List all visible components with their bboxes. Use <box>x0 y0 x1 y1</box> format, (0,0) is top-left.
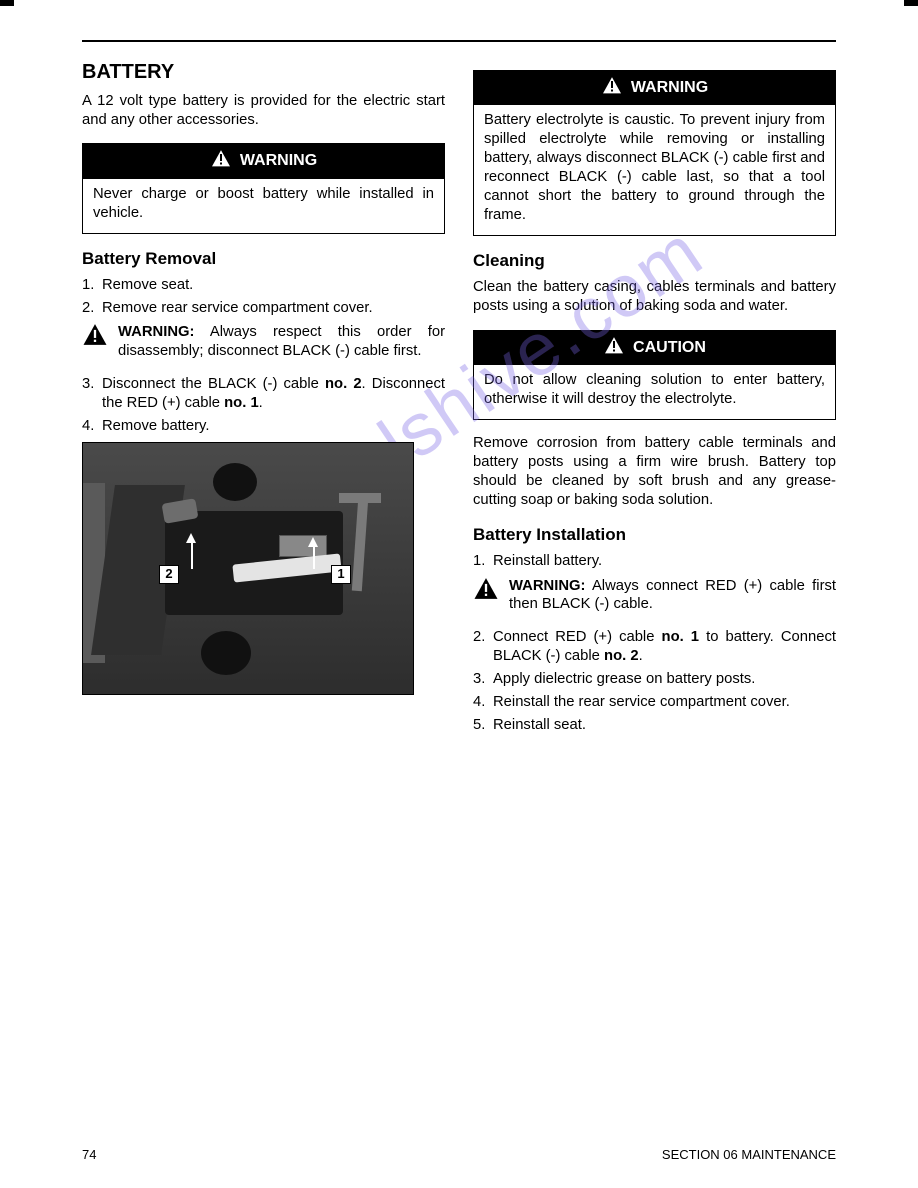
heading-battery-removal: Battery Removal <box>82 248 445 270</box>
warning-triangle-icon <box>601 75 623 101</box>
warning-label: WARNING: <box>118 324 194 340</box>
callout-2: 2 <box>159 565 179 584</box>
warning-box-left-1: WARNING Never charge or boost battery wh… <box>82 143 445 233</box>
warning-triangle-icon <box>473 577 499 606</box>
left-column: BATTERY A 12 volt type battery is provid… <box>82 60 445 739</box>
install-step-4: 4.Reinstall the rear service compartment… <box>473 693 836 712</box>
caution-title: CAUTION <box>633 338 706 358</box>
section-label: SECTION 06 MAINTENANCE <box>662 1147 836 1162</box>
footer: 74 SECTION 06 MAINTENANCE <box>82 1147 836 1162</box>
heading-battery-install: Battery Installation <box>473 524 836 546</box>
install-step-1: 1.Reinstall battery. <box>473 552 836 571</box>
warning-head: WARNING <box>474 71 835 105</box>
warning-triangle-icon <box>210 148 232 174</box>
warning-head: WARNING <box>83 144 444 178</box>
top-rule <box>82 40 836 42</box>
right-column: WARNING Battery electrolyte is caustic. … <box>473 60 836 739</box>
caution-box: CAUTION Do not allow cleaning solution t… <box>473 330 836 420</box>
step-3: 3. Disconnect the BLACK (-) cable no. 2.… <box>82 375 445 413</box>
warning-title: WARNING <box>631 78 708 98</box>
inline-warning-install: WARNING: Always connect RED (+) cable fi… <box>473 577 836 615</box>
page: manualshive.com BATTERY A 12 volt type b… <box>0 0 918 1188</box>
heading-cleaning: Cleaning <box>473 250 836 272</box>
battery-intro: A 12 volt type battery is provided for t… <box>82 92 445 130</box>
caution-body: Do not allow cleaning solution to enter … <box>474 365 835 419</box>
warning-body: Never charge or boost battery while inst… <box>83 179 444 233</box>
install-step-2: 2. Connect RED (+) cable no. 1 to batter… <box>473 628 836 666</box>
inline-warning-removal: WARNING: Always respect this order for d… <box>82 323 445 361</box>
columns: BATTERY A 12 volt type battery is provid… <box>82 60 836 739</box>
page-number: 74 <box>82 1147 96 1162</box>
warning-triangle-icon <box>82 323 108 352</box>
install-step-5: 5.Reinstall seat. <box>473 716 836 735</box>
warning-label: WARNING: <box>509 578 585 594</box>
cleaning-p1: Clean the battery casing, cables termina… <box>473 278 836 316</box>
warning-title: WARNING <box>240 151 317 171</box>
warning-body: Battery electrolyte is caustic. To preve… <box>474 105 835 235</box>
cleaning-p2: Remove corrosion from battery cable term… <box>473 434 836 510</box>
caution-head: CAUTION <box>474 331 835 365</box>
callout-1: 1 <box>331 565 351 584</box>
step-4: 4.Remove battery. <box>82 417 445 436</box>
step-2: 2.Remove rear service compartment cover. <box>82 299 445 318</box>
figure-battery-compartment: 1 2 <box>82 442 414 695</box>
install-step-3: 3.Apply dielectric grease on battery pos… <box>473 670 836 689</box>
warning-triangle-icon <box>603 335 625 361</box>
step-1: 1.Remove seat. <box>82 276 445 295</box>
warning-box-right-1: WARNING Battery electrolyte is caustic. … <box>473 70 836 236</box>
section-heading-battery: BATTERY <box>82 60 445 86</box>
